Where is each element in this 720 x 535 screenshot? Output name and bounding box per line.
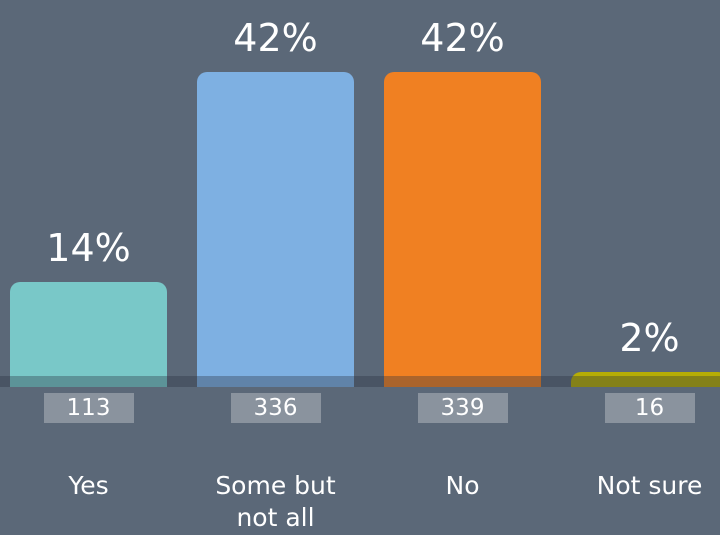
value-label: 42%	[420, 16, 505, 60]
count-label: 113	[43, 393, 134, 423]
category-label: No	[445, 471, 480, 500]
count-label: 16	[604, 393, 695, 423]
value-label: 14%	[46, 226, 131, 270]
bar	[197, 72, 354, 387]
value-label: 42%	[233, 16, 318, 60]
category-label: Some but not all	[215, 471, 336, 532]
bar	[384, 72, 541, 387]
category-label: Not sure	[596, 471, 703, 500]
bar	[571, 372, 720, 387]
count-label: 339	[417, 393, 508, 423]
count-label: 336	[230, 393, 321, 423]
baseline-shadow	[0, 376, 720, 387]
category-label: Yes	[68, 471, 109, 500]
value-label: 2%	[619, 316, 680, 360]
bar	[10, 282, 167, 387]
